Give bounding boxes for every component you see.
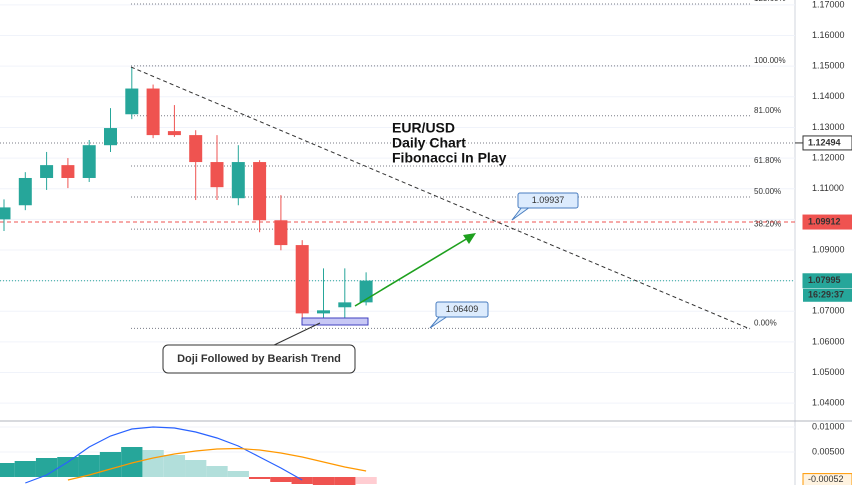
histogram-bar	[99, 452, 122, 477]
price-label: 1.09937	[532, 195, 565, 205]
y-tick-label: 1.05000	[812, 367, 845, 377]
value-tag	[802, 473, 852, 485]
countdown-tag	[803, 288, 852, 302]
candle-body	[104, 128, 117, 146]
y-tick-label: 1.17000	[812, 0, 845, 9]
arrow-line	[354, 237, 469, 307]
histogram-bar	[78, 455, 100, 477]
arrow-head	[463, 233, 476, 244]
y-tick-label: 1.07000	[812, 306, 845, 316]
candle-body	[210, 162, 224, 188]
fib-label: 50.00%	[754, 187, 781, 196]
callout-text: Doji Followed by Bearish Trend	[177, 353, 341, 365]
candle-body	[40, 165, 54, 178]
candle-body	[61, 165, 75, 178]
title-line: Daily Chart	[392, 135, 466, 151]
candle-body	[189, 135, 203, 163]
fib-label: 61.80%	[754, 156, 781, 165]
candle-body	[18, 177, 32, 206]
fib-label: 123.60%	[754, 0, 786, 3]
fib-label: 81.00%	[754, 106, 781, 115]
title-line: EUR/USD	[392, 120, 455, 136]
price-tag-label: 1.09912	[808, 216, 841, 226]
y-tick-label: 1.14000	[812, 91, 845, 101]
histogram-bar	[185, 460, 207, 477]
y-tick-label: 1.15000	[812, 61, 845, 71]
label-pointer	[511, 206, 531, 221]
histogram-bar	[163, 455, 186, 477]
price-tag-label: 1.12494	[808, 137, 841, 147]
y-tick-label: 1.12000	[812, 152, 845, 162]
doji-highlight	[301, 317, 369, 326]
main-pane: 1.17000 1.16000 1.15000 1.14000 1.13000 1.120…	[0, 0, 852, 408]
value-tag-label: -0.00052	[808, 474, 844, 484]
histogram-bar	[270, 477, 292, 482]
candle-body	[274, 220, 288, 246]
price-label: 1.06409	[446, 304, 479, 314]
histogram-bar	[206, 466, 228, 477]
label-pointer	[429, 315, 449, 329]
histogram-bar	[14, 461, 36, 477]
histogram-bar	[142, 450, 164, 477]
y-tick-label: 1.11000	[812, 183, 844, 193]
y-tick-label: 1.13000	[812, 122, 845, 132]
callout-pointer	[269, 322, 321, 348]
signal-line	[67, 447, 367, 481]
histogram-bar	[0, 463, 15, 477]
y-tick-label: 0.00500	[812, 446, 845, 456]
y-tick-label: 1.06000	[812, 336, 845, 346]
histogram-bar	[227, 471, 249, 477]
candle-body	[231, 162, 245, 199]
histogram-bar	[312, 477, 335, 485]
candle-body	[82, 145, 96, 178]
callout-box	[162, 344, 356, 374]
histogram-bar	[248, 477, 271, 479]
histogram-bar	[291, 477, 313, 484]
candle-body	[0, 207, 11, 220]
y-tick-label: 1.09000	[812, 244, 845, 254]
candle-body	[295, 245, 309, 314]
candle-body	[338, 302, 352, 308]
histogram-bar	[334, 477, 356, 485]
fib-label: 0.00%	[754, 319, 777, 328]
price-tag	[802, 214, 852, 230]
price-tag	[802, 273, 852, 289]
candle-body	[125, 88, 139, 115]
y-tick-label: 0.01000	[812, 421, 845, 431]
histogram-bar	[57, 457, 79, 477]
histogram-bar	[121, 447, 143, 477]
trend-line	[130, 66, 751, 330]
macd-line	[25, 426, 303, 484]
candle-body	[167, 131, 181, 136]
candle-body	[146, 88, 160, 136]
countdown: 16:29:37	[808, 290, 844, 300]
price-label-box	[517, 192, 579, 209]
fib-label: 100.00%	[754, 56, 786, 65]
histogram-bar	[35, 458, 58, 477]
title-line: Fibonacci In Play	[392, 150, 507, 166]
y-tick-label: 1.16000	[812, 30, 845, 40]
candle-body	[317, 310, 330, 314]
histogram-bar	[355, 477, 377, 484]
candle-body	[253, 162, 267, 221]
y-tick-label: 1.04000	[812, 398, 845, 408]
price-label-box	[435, 301, 489, 318]
fib-label: 38.20%	[754, 219, 781, 228]
price-tag-label: 1.07995	[808, 275, 841, 285]
